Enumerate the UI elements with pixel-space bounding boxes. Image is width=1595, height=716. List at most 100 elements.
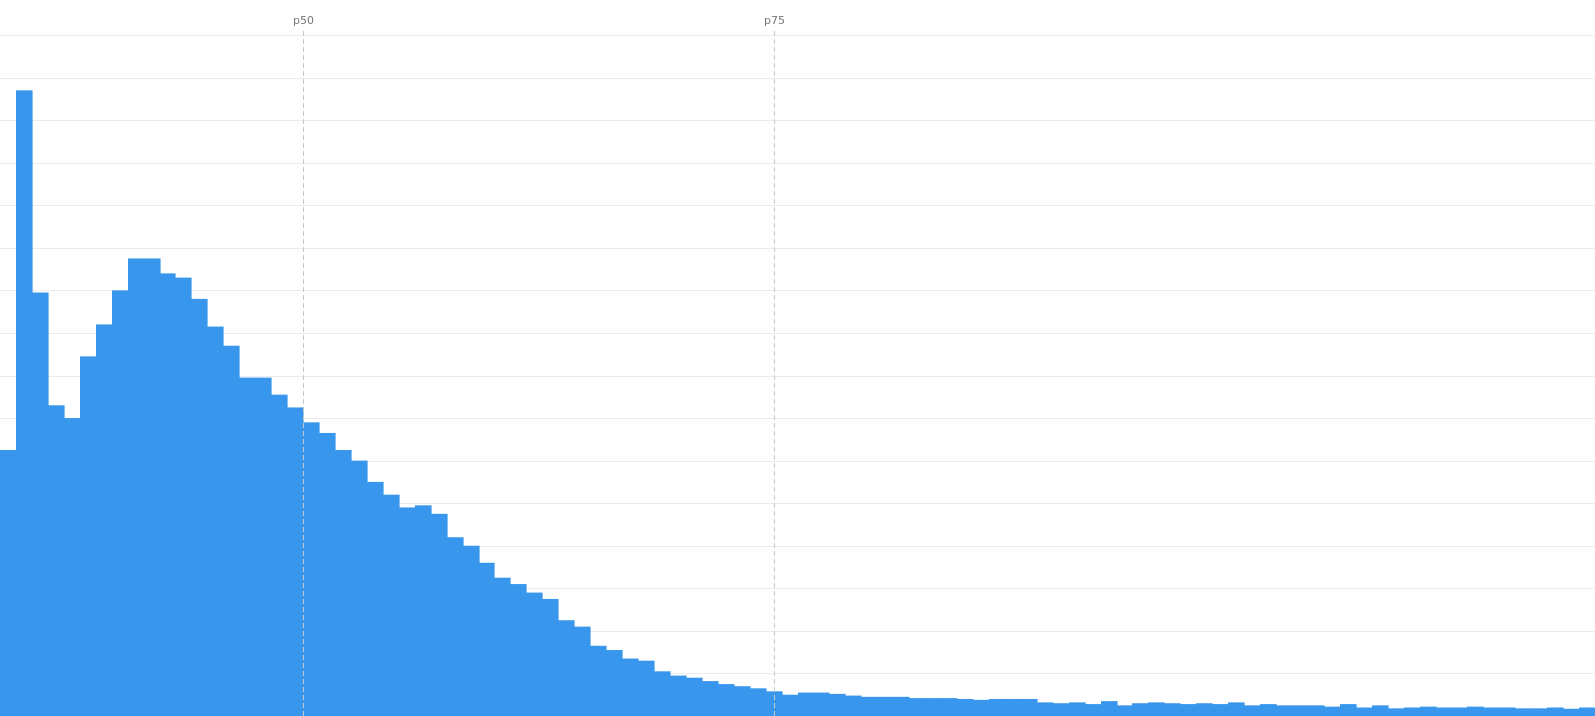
histogram-bar [813, 692, 830, 716]
histogram-bar [1228, 702, 1245, 716]
histogram-bar [957, 698, 974, 716]
histogram-bar [1451, 707, 1468, 716]
histogram-bar [128, 258, 145, 716]
histogram-bar [893, 696, 910, 716]
histogram-bar [606, 650, 623, 716]
histogram-bar [32, 292, 49, 716]
histogram-bar [144, 258, 161, 716]
histogram-bar [1069, 702, 1086, 716]
histogram-bar [877, 696, 894, 716]
histogram-bar [271, 394, 288, 716]
histogram-bar [64, 418, 81, 716]
histogram-bar [574, 626, 591, 716]
histogram-bar [351, 460, 368, 716]
histogram-bar [1260, 704, 1277, 716]
histogram-bar [96, 324, 113, 716]
histogram-bar [558, 620, 575, 716]
histogram-bar [1404, 707, 1421, 716]
histogram-bar [734, 686, 751, 716]
histogram-bar [1212, 704, 1229, 716]
histogram-bar [845, 695, 862, 716]
histogram-bar [718, 684, 735, 716]
histogram-bar [191, 298, 208, 716]
histogram-bar [255, 377, 272, 716]
histogram-bar [207, 326, 224, 716]
histogram-bars [0, 90, 1595, 716]
histogram-bar [1531, 708, 1548, 716]
histogram-bar [542, 598, 559, 716]
histogram-bar [654, 671, 671, 716]
histogram-bar [1101, 701, 1118, 716]
histogram-bar [590, 645, 607, 716]
histogram-bar [1132, 703, 1149, 716]
histogram-bar [1388, 708, 1405, 716]
histogram-bar [48, 405, 65, 716]
histogram-bar [463, 545, 480, 716]
histogram-bar [638, 660, 655, 716]
histogram-bar [1085, 704, 1102, 716]
histogram-bar [798, 692, 814, 716]
histogram-bar [1164, 703, 1181, 716]
histogram-bar [1547, 707, 1564, 716]
histogram-bar [782, 694, 799, 716]
histogram-bar [1244, 705, 1261, 716]
histogram-bar [1372, 705, 1389, 716]
histogram-bar [383, 494, 400, 716]
histogram-bar [909, 698, 926, 716]
histogram-bar [175, 277, 192, 716]
histogram-bar [1499, 707, 1516, 716]
histogram-bar [1308, 705, 1325, 716]
percentile-label-p75: p75 [764, 14, 785, 27]
histogram-bar [670, 675, 687, 716]
histogram-bar [925, 698, 942, 716]
histogram-bar [1324, 706, 1341, 716]
histogram-bar [510, 584, 527, 716]
histogram-bar [1292, 705, 1309, 716]
histogram-bar [335, 449, 352, 716]
histogram-bar [750, 688, 767, 716]
histogram-bar [319, 432, 336, 716]
histogram-bar [989, 698, 1006, 716]
histogram-bar [1436, 707, 1452, 716]
histogram-bar [1196, 703, 1213, 716]
histogram-bar [1515, 708, 1532, 716]
histogram-bar [287, 407, 304, 716]
histogram-bar [112, 290, 129, 716]
histogram-bar [16, 90, 33, 716]
histogram-bar [622, 658, 639, 716]
histogram-bar [1579, 707, 1595, 716]
histogram-bar [941, 698, 958, 716]
histogram-bar [399, 507, 416, 716]
histogram-bar [1340, 704, 1357, 716]
percentile-label-p50: p50 [293, 14, 314, 27]
histogram-bar [1005, 698, 1022, 716]
histogram-bar [431, 513, 448, 716]
histogram-bar [973, 699, 990, 716]
histogram-bar [239, 377, 256, 716]
histogram-bar [702, 681, 719, 716]
histogram-bar [494, 577, 511, 716]
histogram-bar [861, 696, 878, 716]
histogram-bar [1180, 704, 1197, 716]
histogram-bar [80, 356, 97, 716]
histogram-bar [1467, 706, 1484, 716]
percentile-markers: p50 p75 [293, 14, 785, 716]
histogram-bar [415, 505, 432, 716]
histogram-bar [479, 562, 495, 716]
histogram-bar [1563, 708, 1580, 716]
histogram-bar [1420, 706, 1437, 716]
histogram-bar [686, 677, 703, 716]
histogram-bar [303, 422, 320, 716]
histogram-bar [1053, 703, 1070, 716]
histogram-bar [1483, 707, 1500, 716]
histogram-bar [1021, 698, 1038, 716]
histogram-bar [1037, 702, 1054, 716]
histogram-bar [1276, 705, 1293, 716]
histogram-bar [526, 592, 543, 716]
histogram-bar [1117, 705, 1133, 716]
histogram-bar [1148, 702, 1165, 716]
histogram-bar [1356, 707, 1373, 716]
histogram-bar [0, 449, 17, 716]
histogram-bar [160, 273, 176, 716]
